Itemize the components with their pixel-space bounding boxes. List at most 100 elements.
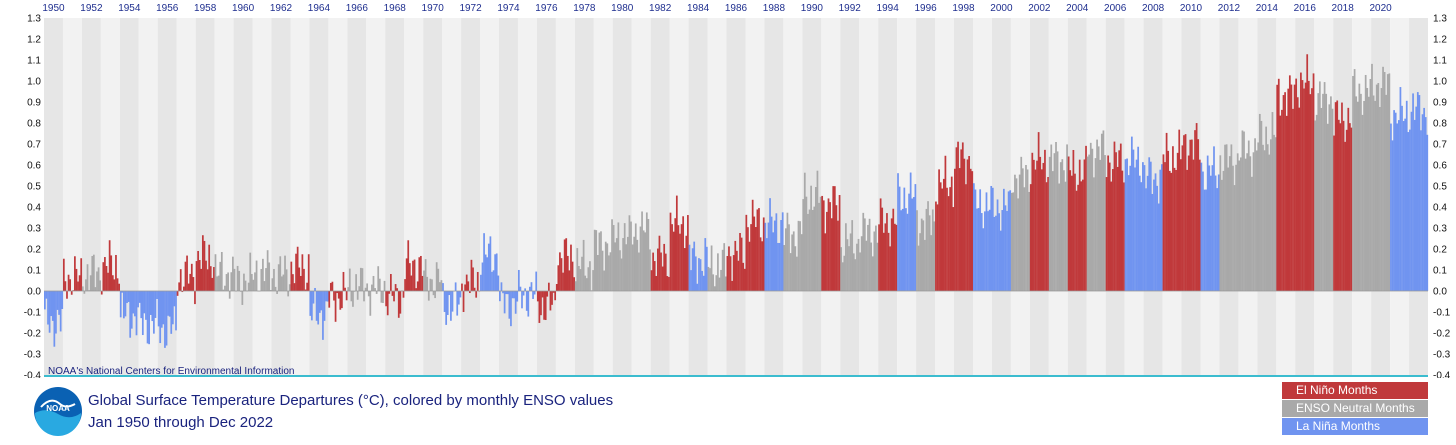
- month-bar: [1007, 191, 1010, 291]
- month-bar: [688, 244, 691, 291]
- month-bar: [55, 291, 57, 334]
- month-bar: [88, 290, 90, 291]
- month-bar: [141, 291, 144, 336]
- month-bar: [1277, 78, 1280, 292]
- month-bar: [623, 223, 626, 291]
- month-bar: [811, 209, 814, 291]
- y-tick-label-right: 0.6: [1433, 161, 1447, 172]
- month-bar: [985, 192, 988, 291]
- month-bar: [908, 193, 910, 291]
- month-bar: [1288, 75, 1291, 291]
- month-bar: [876, 242, 879, 291]
- month-bar: [1401, 105, 1403, 291]
- month-bar: [516, 291, 519, 302]
- month-bar: [273, 268, 275, 291]
- month-bar: [356, 291, 359, 300]
- month-bar: [1255, 150, 1258, 291]
- month-bar: [1257, 142, 1260, 291]
- month-bar: [813, 206, 816, 291]
- month-bar: [514, 291, 517, 314]
- year-band: [309, 18, 329, 375]
- month-bar: [1075, 190, 1078, 291]
- y-axis-right: 1.3 1.2 1.1 1.0 0.9 0.8 0.7 0.6 0.5 0.4 0.3 0.2 0.1 0…: [1433, 14, 1451, 379]
- month-bar: [1314, 120, 1316, 291]
- month-bar: [644, 232, 647, 291]
- y-tick-label: 0.9: [27, 98, 41, 109]
- month-bar: [789, 253, 792, 291]
- month-bar: [1015, 178, 1018, 291]
- month-bar: [625, 244, 628, 291]
- y-tick-label: 0.2: [27, 245, 41, 256]
- month-bar: [1233, 185, 1236, 291]
- month-bar: [857, 238, 860, 291]
- month-bar: [852, 253, 855, 291]
- month-bar: [1214, 175, 1217, 291]
- month-bar: [1176, 152, 1179, 291]
- month-bar: [721, 249, 724, 291]
- month-bar: [999, 230, 1002, 291]
- month-bar: [427, 291, 430, 301]
- month-bar: [69, 279, 72, 291]
- month-bar: [886, 213, 888, 291]
- month-bar: [549, 291, 552, 311]
- x-axis-top: 1950 1952 1954 1956 1958 1960 1962 1964 1966 1968…: [42, 3, 1392, 14]
- month-bar: [1110, 181, 1113, 291]
- month-bar: [75, 268, 78, 291]
- month-bar: [1311, 88, 1313, 292]
- month-bar: [878, 224, 880, 291]
- year-band: [783, 18, 803, 375]
- month-bar: [759, 237, 762, 291]
- month-bar: [1298, 107, 1301, 291]
- month-bar: [61, 291, 64, 309]
- x-tick-label: 1952: [80, 3, 103, 14]
- year-band: [821, 18, 841, 375]
- month-bar: [652, 252, 654, 291]
- month-bar: [1296, 97, 1299, 291]
- month-bar: [1407, 132, 1410, 291]
- month-bar: [119, 291, 122, 318]
- month-bar: [127, 291, 130, 302]
- month-bar: [1386, 74, 1389, 291]
- month-bar: [105, 266, 108, 291]
- month-bar: [1116, 166, 1119, 291]
- month-bar: [431, 279, 433, 291]
- month-bar: [262, 258, 264, 291]
- month-bar: [326, 291, 329, 302]
- month-bar: [1003, 188, 1005, 291]
- month-bar: [1383, 71, 1386, 291]
- month-bar: [341, 291, 343, 309]
- month-bar: [44, 291, 46, 310]
- month-bar: [446, 291, 449, 315]
- month-bar: [175, 291, 177, 331]
- month-bar: [987, 211, 989, 291]
- month-bar: [143, 291, 146, 314]
- month-bar: [284, 255, 286, 291]
- month-bar: [1211, 165, 1214, 291]
- month-bar: [266, 250, 269, 291]
- month-bar: [990, 185, 993, 291]
- month-bar: [500, 282, 503, 291]
- month-bar: [1409, 129, 1411, 291]
- month-bar: [562, 272, 564, 291]
- month-bar: [1420, 130, 1422, 291]
- month-bar: [94, 287, 97, 291]
- month-bar: [435, 262, 438, 291]
- month-bar: [604, 241, 607, 291]
- month-bar: [960, 149, 963, 291]
- month-bar: [928, 215, 931, 291]
- month-bar: [1221, 179, 1223, 291]
- month-bar: [1405, 100, 1408, 291]
- month-bar: [1390, 123, 1392, 292]
- month-bar: [1017, 198, 1019, 291]
- month-bar: [511, 291, 514, 299]
- month-bar: [1200, 162, 1203, 291]
- month-bar: [1252, 152, 1255, 291]
- month-bar: [1268, 154, 1271, 291]
- month-bar: [1382, 66, 1384, 292]
- month-bar: [268, 262, 271, 291]
- month-bar: [510, 291, 512, 327]
- month-bar: [1236, 153, 1239, 291]
- year-band: [726, 18, 746, 375]
- month-bar: [982, 228, 985, 291]
- month-bar: [1230, 144, 1233, 291]
